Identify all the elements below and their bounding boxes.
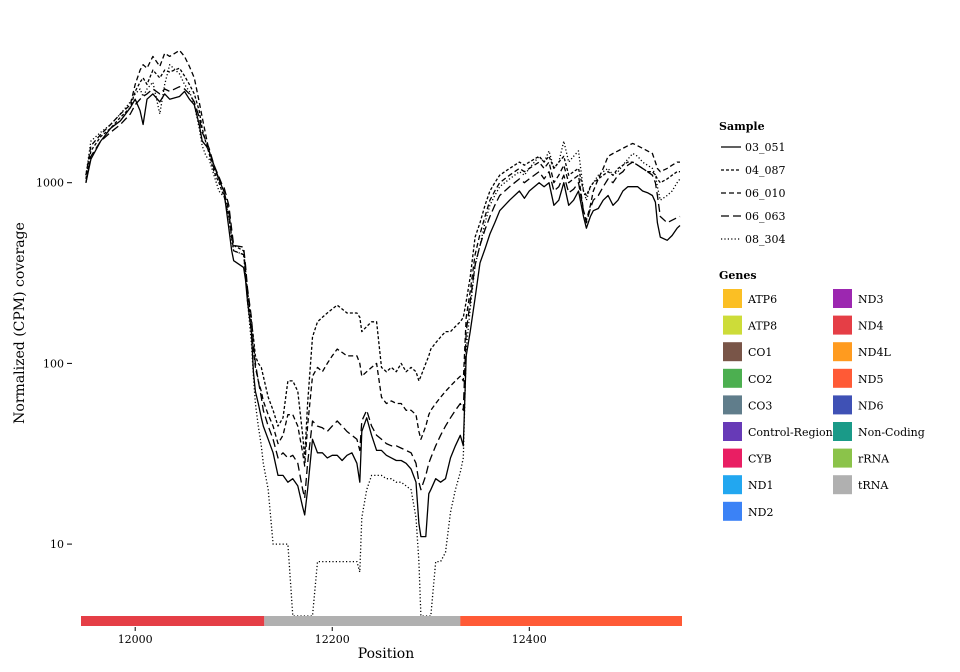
gene-segment-ND5 — [460, 616, 682, 626]
legend-label-06_010: 06_010 — [745, 187, 786, 200]
plot-area — [85, 49, 681, 616]
sample-legend-title: Sample — [719, 120, 765, 133]
gene-swatch-ND4L — [833, 342, 852, 362]
x-axis-title: Position — [358, 646, 415, 662]
series-line-03_051 — [85, 90, 681, 538]
x-tick-label: 12200 — [315, 633, 350, 646]
x-axis: 12000 12200 12400 — [118, 627, 547, 646]
gene-swatch-ATP6 — [723, 289, 742, 308]
x-tick-label: 12400 — [512, 633, 547, 646]
gene-label-CO1: CO1 — [748, 346, 772, 359]
gene-swatch-CYB — [723, 448, 742, 468]
gene-label-ATP8: ATP8 — [747, 320, 777, 333]
gene-label-rRNA: rRNA — [858, 453, 890, 466]
gene-swatch-CO1 — [723, 342, 742, 362]
gene-swatch-ND1 — [723, 475, 742, 495]
y-tick-label: 1000 — [36, 177, 64, 190]
gene-swatch-ND4 — [833, 315, 852, 335]
gene-segment-ND4 — [81, 616, 265, 626]
y-tick-label: 10 — [50, 538, 64, 551]
gene-label-ND1: ND1 — [748, 479, 773, 492]
gene-label-ND2: ND2 — [748, 506, 773, 519]
legend-label-08_304: 08_304 — [745, 233, 786, 246]
gene-swatch-ND3 — [833, 289, 852, 308]
series-line-04_087 — [85, 67, 680, 459]
gene-label-Non-Coding: Non-Coding — [858, 426, 925, 439]
gene-label-Control-Region: Control-Region — [748, 426, 833, 439]
gene-label-ND4: ND4 — [858, 320, 883, 333]
gene-swatch-ND6 — [833, 395, 852, 415]
legend-label-03_051: 03_051 — [745, 141, 786, 154]
gene-swatch-ND2 — [723, 501, 742, 521]
gene-swatch-Non-Coding — [833, 422, 852, 441]
gene-swatch-ND5 — [833, 368, 852, 388]
series-line-08_304 — [85, 64, 681, 616]
gene-label-ND4L: ND4L — [858, 346, 891, 359]
legend-label-06_063: 06_063 — [745, 210, 786, 223]
gene-swatch-rRNA — [833, 448, 852, 468]
gene-label-ATP6: ATP6 — [747, 293, 777, 306]
y-tick-label: 100 — [43, 357, 64, 370]
gene-segment-tRNA — [264, 616, 461, 626]
gene-label-tRNA: tRNA — [858, 479, 889, 492]
gene-label-ND5: ND5 — [858, 373, 883, 386]
sample-legend: Sample 03_051 04_087 06_010 06_063 08_304 — [719, 120, 786, 246]
legend-label-04_087: 04_087 — [745, 164, 786, 177]
gene-swatch-CO2 — [723, 368, 742, 388]
gene-track — [81, 616, 682, 626]
gene-label-CO2: CO2 — [748, 373, 772, 386]
gene-swatch-tRNA — [833, 475, 852, 495]
series-line-06_010 — [85, 49, 680, 467]
gene-swatch-ATP8 — [723, 315, 742, 335]
gene-label-ND3: ND3 — [858, 293, 883, 306]
gene-label-CO3: CO3 — [748, 399, 772, 412]
gene-label-ND6: ND6 — [858, 399, 883, 412]
series-line-06_063 — [85, 86, 681, 499]
x-tick-label: 12000 — [118, 633, 153, 646]
gene-swatch-CO3 — [723, 395, 742, 415]
gene-legend: Genes ATP6 ATP8 CO1 CO2 CO3 Control-Region CYB… — [719, 269, 925, 521]
gene-legend-title: Genes — [719, 269, 757, 282]
y-axis-title: Normalized (CPM) coverage — [12, 222, 28, 424]
gene-label-CYB: CYB — [748, 453, 772, 466]
gene-swatch-Control-Region — [723, 422, 742, 441]
y-axis: 10 100 1000 — [36, 177, 72, 551]
